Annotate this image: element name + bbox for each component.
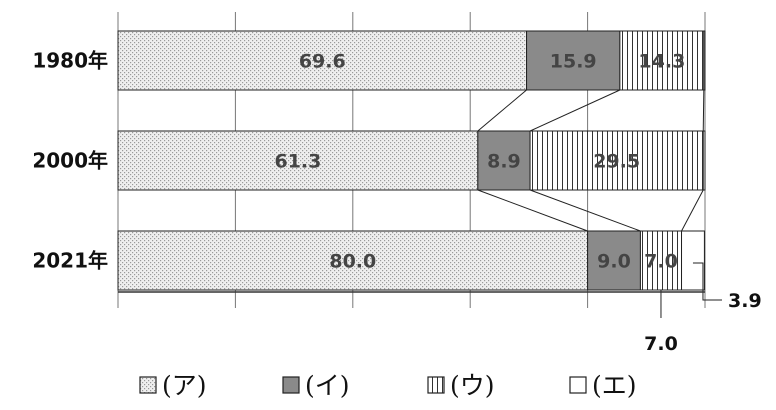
data-label: 14.3 [638,51,685,73]
bar-segment [477,130,531,191]
data-label: 29.5 [593,151,640,173]
data-label: 80.0 [329,251,376,273]
legend-label: (イ) [305,371,350,400]
legend-label: (ウ) [450,371,495,400]
data-label: 69.6 [299,51,346,73]
legend-swatch [139,376,157,394]
legend-swatch [282,376,300,394]
legend-label: (ア) [162,371,207,400]
callout-line [692,262,722,301]
category-label: 1980年 [32,49,108,73]
connector-lines [477,89,705,232]
axes: 1980年 2000年 2021年 [32,49,705,293]
bar-segment [619,30,705,91]
bar-segment [526,30,621,91]
data-label: 61.3 [274,151,321,173]
bars [117,30,706,291]
legend: (ア) (イ) (ウ) (エ) [139,371,637,400]
legend-swatch [569,376,587,394]
bar-segment [639,230,683,291]
bar-segment [587,230,641,291]
category-label: 2021年 [32,249,108,273]
category-label: 2000年 [32,149,108,173]
callout-label: 7.0 [644,333,678,355]
data-label: 9.0 [597,251,631,273]
data-label: 7.0 [644,251,678,273]
connector-line [681,189,704,232]
bar-segment [681,230,705,291]
bar-segment [117,30,528,91]
connector-line [702,89,705,132]
bar-segment [702,130,706,191]
data-label: 8.9 [487,151,521,173]
connector-line [477,89,527,132]
data-labels: 69.6 15.9 14.3 61.3 8.9 29.5 80.0 9.0 7.0 7.0 3.9 [274,51,761,356]
bar-segment [703,30,706,91]
connector-line [529,189,641,232]
callout-label: 3.9 [728,290,762,312]
connector-line [477,189,588,232]
bar-segment [117,130,479,191]
legend-label: (エ) [592,371,637,400]
connector-line [529,89,621,132]
data-label: 15.9 [550,51,597,73]
legend-swatch [427,376,445,394]
